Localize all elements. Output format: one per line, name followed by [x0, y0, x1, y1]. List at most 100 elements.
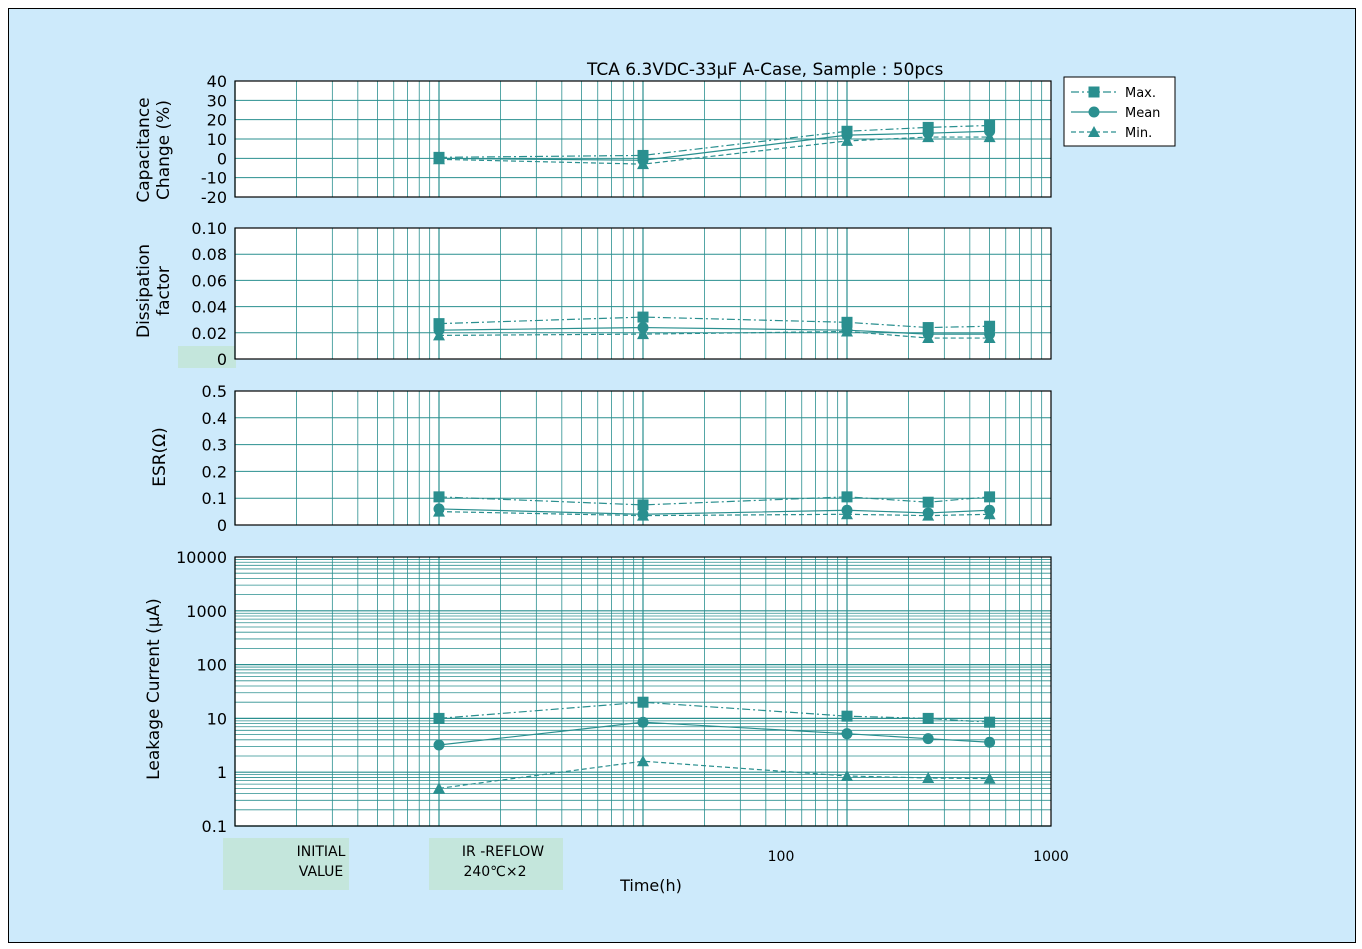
- dissipation-panel: 0.10 0.08 0.06 0.04 0.02 0: [191, 219, 1052, 369]
- lc-ylabel: Leakage Current (μA): [144, 598, 164, 780]
- leakage-point-min: [637, 755, 649, 767]
- capacitance-ytick-label: 10: [207, 130, 227, 149]
- capacitance-point-min: [637, 158, 649, 170]
- df-label-box: [178, 346, 236, 368]
- leakage-point-min: [983, 772, 996, 784]
- leakage-point-max: [637, 696, 649, 708]
- legend-marker-max: [1088, 86, 1100, 98]
- dissipation-point-max: [637, 311, 649, 323]
- leakage-point-min: [922, 772, 935, 784]
- plot-panels: 403020100-10-200.100.080.060.040.0200.50…: [176, 72, 1052, 836]
- x-label-reflow-1: IR -REFLOW: [462, 844, 544, 860]
- capacitance-point-max: [922, 121, 934, 133]
- leakage-ytick-label: 1: [217, 763, 227, 782]
- initial-label-box: [223, 838, 349, 890]
- dissipation-ytick-label: 0.06: [191, 271, 227, 290]
- capacitance-ytick-label: 40: [207, 72, 227, 91]
- capacitance-ytick-label: -20: [201, 188, 227, 207]
- dissipation-frame: [234, 227, 1052, 360]
- leakage-frame: [234, 556, 1052, 827]
- x-axis-title: Time(h): [619, 876, 682, 895]
- df-ylabel-line1: Dissipation: [134, 244, 154, 338]
- dissipation-point-min: [983, 332, 996, 344]
- esr-point-max: [433, 491, 445, 503]
- leakage-ytick-label: 10000: [176, 548, 227, 567]
- x-label-initial-1: INITIAL: [297, 844, 346, 860]
- dissipation-point-max: [433, 318, 445, 330]
- dissipation-ytick-label: 0.10: [191, 219, 227, 238]
- esr-point-min: [983, 508, 996, 520]
- reliability-chart: 403020100-10-200.100.080.060.040.0200.50…: [134, 60, 1176, 895]
- esr-ytick-label: 0.5: [202, 382, 227, 401]
- esr-point-min: [922, 509, 935, 521]
- esr-ytick-label: 0.2: [202, 462, 227, 481]
- dissipation-point-max: [922, 322, 934, 334]
- leakage-point-min: [841, 769, 853, 781]
- legend-label-max: Max.: [1125, 86, 1156, 101]
- esr-ylabel: ESR(Ω): [150, 427, 170, 487]
- esr-ytick-label: 0: [217, 516, 227, 535]
- leakage-point-max: [433, 712, 445, 724]
- legend-label-mean: Mean: [1125, 106, 1160, 121]
- dissipation-ytick-label: 0: [217, 350, 227, 369]
- leakage-point-max: [841, 710, 853, 722]
- esr-ytick-label: 0.3: [202, 436, 227, 455]
- dissipation-ytick-label: 0.04: [191, 298, 227, 317]
- dissipation-point-min: [637, 328, 649, 340]
- cap-ylabel-line1: Capacitance: [134, 97, 154, 202]
- leakage-ytick-label: 0.1: [202, 817, 227, 836]
- leakage-point-mean: [984, 736, 996, 748]
- legend-marker-min: [1088, 126, 1100, 137]
- dissipation-ytick-label: 0.02: [191, 324, 227, 343]
- esr-point-max: [841, 491, 853, 503]
- esr-point-max: [922, 496, 934, 508]
- capacitance-point-max: [984, 119, 996, 131]
- dissipation-point-max: [841, 316, 853, 328]
- capacitance-ytick-label: 0: [217, 149, 227, 168]
- leakage-point-mean: [637, 716, 649, 728]
- esr-ytick-label: 0.1: [202, 489, 227, 508]
- legend-marker-mean: [1088, 106, 1100, 118]
- capacitance-point-min: [433, 153, 445, 165]
- dissipation-point-mean: [637, 322, 649, 334]
- x-label-initial-2: VALUE: [299, 864, 343, 880]
- leakage-point-max: [922, 712, 934, 724]
- df-ylabel-line2: factor: [154, 266, 174, 316]
- capacitance-ytick-label: -10: [201, 169, 227, 188]
- esr-panel: 0.5 0.4 0.3 0.2 0.1 0: [202, 382, 1052, 535]
- leakage-ytick-label: 1000: [186, 602, 227, 621]
- esr-point-min: [637, 509, 649, 521]
- esr-point-min: [433, 505, 445, 517]
- esr-ytick-label: 0.4: [202, 409, 227, 428]
- esr-point-max: [984, 491, 996, 503]
- leakage-panel: 10000 1000 100 10 1 0.1: [176, 548, 1052, 836]
- dissipation-point-max: [984, 320, 996, 332]
- dissipation-point-min: [433, 329, 445, 341]
- esr-point-min: [841, 508, 853, 520]
- leakage-point-max: [984, 716, 996, 728]
- legend-items: Max. Mean Min.: [1071, 86, 1160, 141]
- chart-frame: 40 30 20 10 0 -10 -20 0.10 0.08 0.06 0.04 0.02 0 0.5 0…: [8, 8, 1356, 943]
- chart-title: TCA 6.3VDC-33μF A-Case, Sample : 50pcs: [586, 60, 944, 80]
- x-label-reflow-2: 240℃×2: [463, 864, 526, 880]
- dissipation-point-min: [922, 332, 935, 344]
- leakage-point-mean: [922, 733, 934, 745]
- x-label-1000: 1000: [1033, 849, 1069, 865]
- capacitance-ytick-label: 20: [207, 111, 227, 130]
- leakage-point-mean: [841, 728, 853, 740]
- leakage-point-mean: [433, 739, 445, 751]
- leakage-ytick-label: 10: [207, 709, 227, 728]
- capacitance-point-min: [922, 131, 935, 143]
- capacitance-ytick-label: 30: [207, 91, 227, 110]
- capacitance-point-min: [841, 134, 853, 146]
- reflow-label-box: [429, 838, 563, 890]
- cap-ylabel-line2: Change (%): [154, 100, 174, 200]
- dissipation-ytick-label: 0.08: [191, 245, 227, 264]
- capacitance-point-min: [983, 131, 996, 143]
- esr-frame: [234, 390, 1052, 526]
- x-label-100: 100: [768, 849, 795, 865]
- capacitance-frame: [234, 80, 1052, 198]
- leakage-point-min: [433, 782, 445, 794]
- legend: Max. Mean Min.: [1063, 76, 1176, 147]
